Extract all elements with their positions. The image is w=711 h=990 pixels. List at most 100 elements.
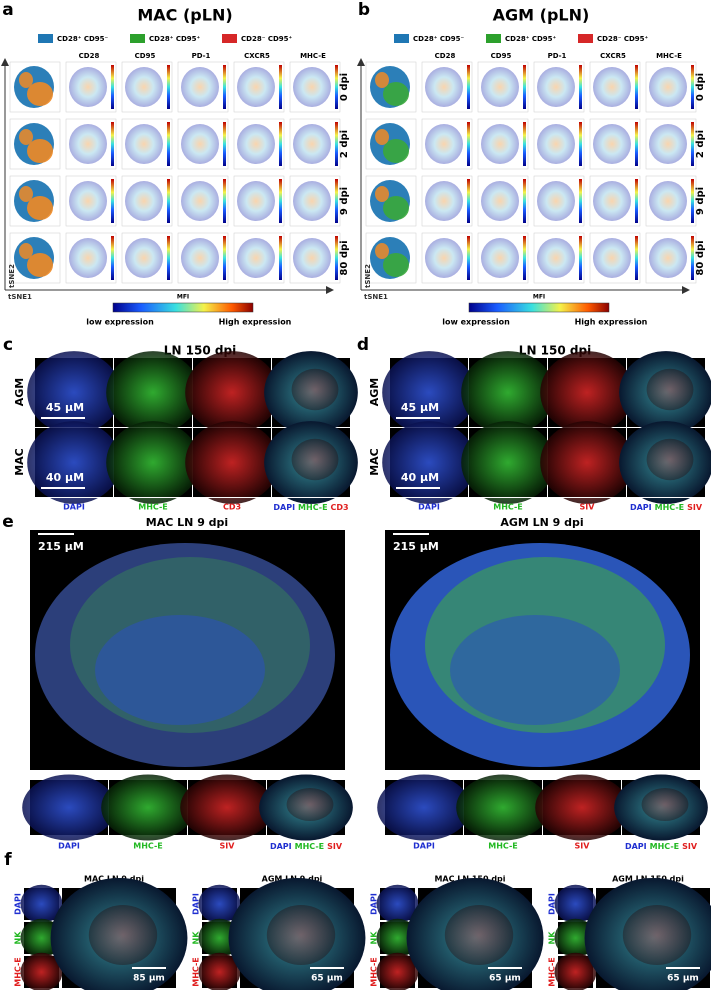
channel-label: DAPI: [58, 842, 80, 851]
tile-colorbar: [635, 122, 638, 166]
tsne-expression: [293, 124, 331, 164]
colorbar-high: High expression: [219, 318, 292, 327]
tsne-expression: [181, 181, 219, 221]
panel-title: AGM LN 9 dpi: [500, 516, 583, 529]
stain: [106, 421, 200, 504]
tile-colorbar: [223, 179, 226, 223]
tsne-expression: [125, 67, 163, 107]
scale-label: 85 µm: [133, 974, 165, 984]
scale-label: 40 µM: [401, 471, 439, 484]
legend-label: CD28⁺ CD95⁺: [505, 35, 557, 43]
tile-colorbar: [279, 236, 282, 280]
legend-label: CD28⁻ CD95⁺: [241, 35, 293, 43]
panel-letter: f: [4, 850, 12, 870]
stain: [198, 952, 241, 990]
stain: [646, 438, 694, 481]
channel-label: MHC-E: [493, 503, 523, 512]
tsne-expression: [69, 67, 107, 107]
axis-label: tSNE2: [8, 264, 16, 288]
stain: [27, 351, 121, 434]
stain: [554, 884, 597, 924]
tsne-cluster: [383, 196, 409, 220]
row-label: 2 dpi: [339, 130, 350, 158]
tsne-expression: [69, 238, 107, 278]
stain: [20, 952, 63, 990]
tsne-cluster: [27, 253, 53, 277]
tsne-cluster: [27, 82, 53, 106]
colorbar-high: High expression: [575, 318, 648, 327]
scale-label: 45 µM: [46, 401, 84, 414]
channel-label: DAPI: [413, 842, 435, 851]
merge-label: DAPI MHC-E SIV: [630, 503, 703, 512]
channel-label: SIV: [575, 842, 591, 851]
tsne-expression: [181, 124, 219, 164]
tile-colorbar: [579, 179, 582, 223]
tile-colorbar: [523, 236, 526, 280]
tsne-expression: [649, 67, 687, 107]
merge-part: MHC-E: [295, 842, 325, 851]
column-header: MHC-E: [656, 52, 682, 60]
channel-label: MHC-E: [488, 842, 518, 851]
tsne-expression: [537, 67, 575, 107]
tile-colorbar: [223, 122, 226, 166]
scale-label: 65 µm: [489, 974, 521, 984]
legend-label: CD28⁺ CD95⁻: [57, 35, 109, 43]
stain: [540, 351, 634, 434]
tsne-expression: [237, 124, 275, 164]
tsne-expression: [593, 238, 631, 278]
stain: [622, 905, 692, 965]
tsne-expression: [69, 181, 107, 221]
tsne-expression: [593, 67, 631, 107]
stain: [646, 368, 694, 411]
scale-label: 65 µm: [311, 974, 343, 984]
channel-label: DAPI: [370, 893, 379, 915]
tile-colorbar: [579, 236, 582, 280]
scale-label: 40 µM: [46, 471, 84, 484]
row-label: MAC: [13, 448, 26, 476]
tsne-expression: [181, 67, 219, 107]
row-label: 80 dpi: [339, 240, 350, 275]
panel-letter: b: [358, 0, 370, 20]
merge-part: DAPI: [270, 842, 292, 851]
column-header: CD28: [79, 52, 100, 60]
tile-colorbar: [579, 122, 582, 166]
stain: [88, 905, 158, 965]
row-label: AGM: [368, 378, 381, 407]
tsne-expression: [125, 124, 163, 164]
tsne-cluster: [19, 186, 33, 202]
column-header: CD95: [135, 52, 156, 60]
tsne-expression: [425, 181, 463, 221]
tile-colorbar: [467, 236, 470, 280]
channel-label: NK: [548, 931, 557, 945]
merge-label: DAPI MHC-E SIV: [625, 842, 698, 851]
row-label: 2 dpi: [695, 130, 706, 158]
panel-letter: e: [2, 512, 14, 532]
tsne-expression: [237, 181, 275, 221]
merge-part: MHC-E: [655, 503, 685, 512]
channel-label: DAPI: [192, 893, 201, 915]
tile-colorbar: [111, 122, 114, 166]
tsne-expression: [425, 67, 463, 107]
tsne-expression: [237, 67, 275, 107]
tile-colorbar: [279, 179, 282, 223]
stain: [456, 774, 550, 841]
tile-colorbar: [691, 179, 694, 223]
tile-colorbar: [467, 122, 470, 166]
merge-part: DAPI: [273, 503, 295, 512]
tile-colorbar: [691, 65, 694, 109]
tsne-expression: [425, 124, 463, 164]
tsne-expression: [425, 238, 463, 278]
tsne-expression: [649, 181, 687, 221]
tsne-expression: [125, 238, 163, 278]
colorbar-title: MFI: [533, 294, 545, 301]
merge-label: DAPI MHC-E CD3: [273, 503, 348, 512]
channel-label: DAPI: [14, 893, 23, 915]
legend-label: CD28⁺ CD95⁺: [149, 35, 201, 43]
stain: [540, 421, 634, 504]
merge-part: MHC-E: [298, 503, 328, 512]
scale-label: 215 µM: [38, 540, 84, 553]
stain: [198, 884, 241, 924]
tsne-expression: [293, 181, 331, 221]
channel-label: MHC-E: [14, 957, 23, 987]
merge-label: DAPI MHC-E SIV: [270, 842, 343, 851]
